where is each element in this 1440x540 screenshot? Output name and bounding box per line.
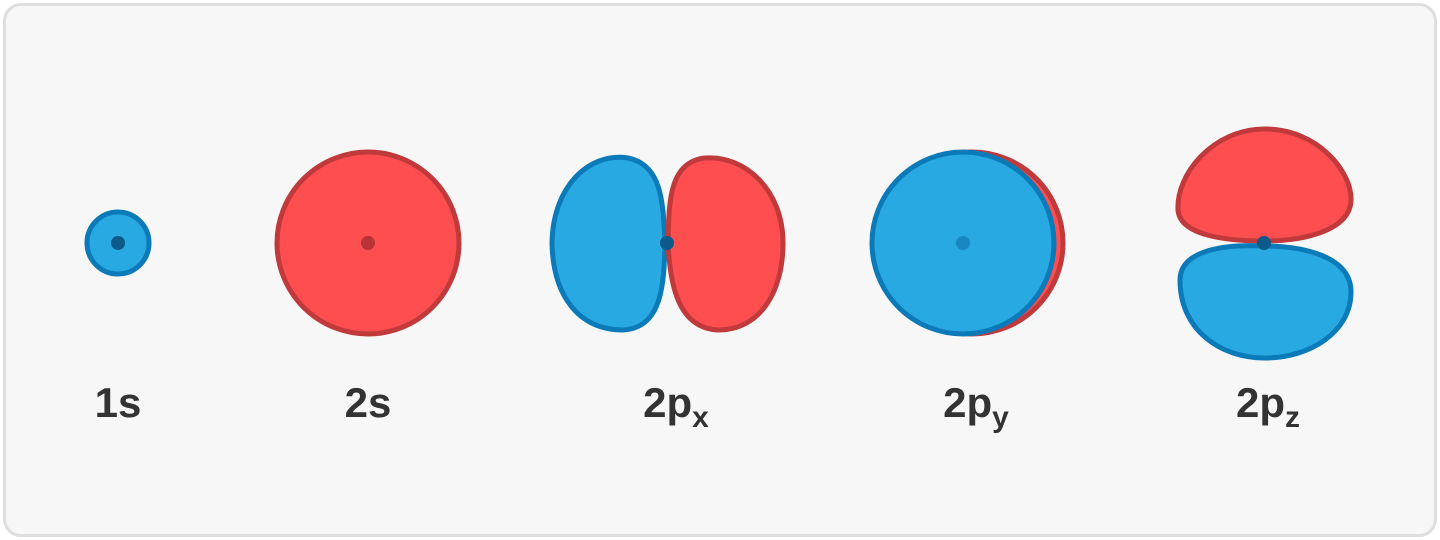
orbital-2px <box>549 154 786 333</box>
orbital-2px-positive-lobe <box>665 155 786 333</box>
orbital-1s-nucleus <box>111 236 125 250</box>
orbital-2py <box>869 149 1066 337</box>
label-2px-letter: p <box>666 379 693 426</box>
label-2px-main: 2 <box>643 379 667 426</box>
label-2py-letter: p <box>966 379 993 426</box>
orbital-2pz-positive-lobe <box>1175 126 1354 244</box>
label-2px: 2px <box>643 378 709 433</box>
orbital-1s <box>84 209 152 277</box>
orbital-2px-nucleus <box>660 236 674 250</box>
label-2py: 2py <box>943 378 1009 433</box>
label-2s-letter: s <box>368 379 392 426</box>
label-2pz-subscript: z <box>1285 401 1301 434</box>
orbital-2px-negative-lobe <box>549 154 668 333</box>
label-2s: 2s <box>345 378 392 428</box>
orbital-2pz <box>1175 126 1354 361</box>
label-1s-letter: s <box>118 379 142 426</box>
label-2pz-main: 2 <box>1235 379 1260 426</box>
orbital-2s-nucleus <box>361 236 375 250</box>
label-2pz-letter: p <box>1259 379 1286 426</box>
label-2px-subscript: x <box>692 401 709 434</box>
orbital-2py-nucleus <box>956 236 970 250</box>
label-1s-main: 1 <box>94 379 118 426</box>
orbital-2pz-negative-lobe <box>1177 243 1354 361</box>
orbital-2s <box>274 149 462 337</box>
label-2pz: 2pz <box>1235 378 1300 433</box>
label-2s-main: 2 <box>344 379 368 426</box>
label-1s: 1s <box>95 378 142 428</box>
orbital-2pz-nucleus <box>1257 236 1271 250</box>
label-2py-main: 2 <box>943 379 967 426</box>
label-2py-subscript: y <box>992 401 1009 434</box>
